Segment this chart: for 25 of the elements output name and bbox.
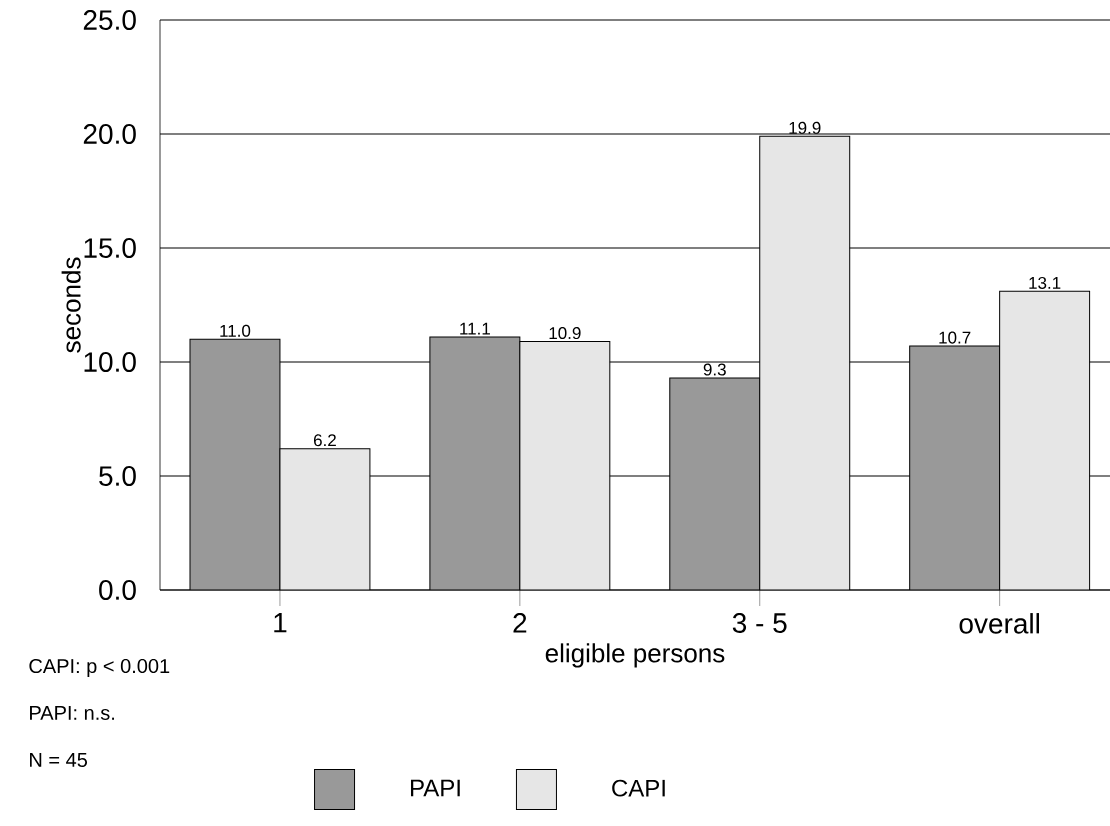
x-tick-label: 3 - 5 bbox=[732, 613, 787, 633]
y-tick-label: 10.0 bbox=[84, 352, 136, 372]
y-tick-label: 15.0 bbox=[84, 238, 136, 258]
data-label: 19.9 bbox=[789, 121, 821, 134]
y-tick-label: 25.0 bbox=[83, 10, 136, 30]
y-tick-label: 0.0 bbox=[99, 580, 136, 600]
y-tick-label: 5.0 bbox=[99, 466, 136, 486]
y-axis-title: seconds bbox=[61, 257, 81, 353]
legend-label: PAPI bbox=[411, 779, 460, 797]
x-tick-label: 2 bbox=[513, 613, 527, 633]
y-tick-label: 20.0 bbox=[83, 124, 136, 144]
legend-label: CAPI bbox=[612, 779, 665, 797]
x-axis-title: eligible persons bbox=[545, 643, 725, 668]
data-label: 11.1 bbox=[460, 322, 490, 335]
data-label: 11.0 bbox=[220, 324, 251, 337]
data-label: 13.1 bbox=[1029, 276, 1061, 289]
x-tick-label: overall bbox=[959, 613, 1040, 634]
text: N = 45 bbox=[30, 753, 88, 767]
data-label: 6.2 bbox=[313, 434, 336, 447]
x-tick-label: 1 bbox=[274, 613, 287, 633]
text: CAPI: p < 0.001 bbox=[29, 658, 170, 678]
data-label: 10.7 bbox=[939, 331, 971, 344]
text: PAPI: n.s. bbox=[30, 706, 115, 720]
data-label: 10.9 bbox=[549, 327, 581, 340]
data-label: 9.3 bbox=[703, 363, 726, 376]
